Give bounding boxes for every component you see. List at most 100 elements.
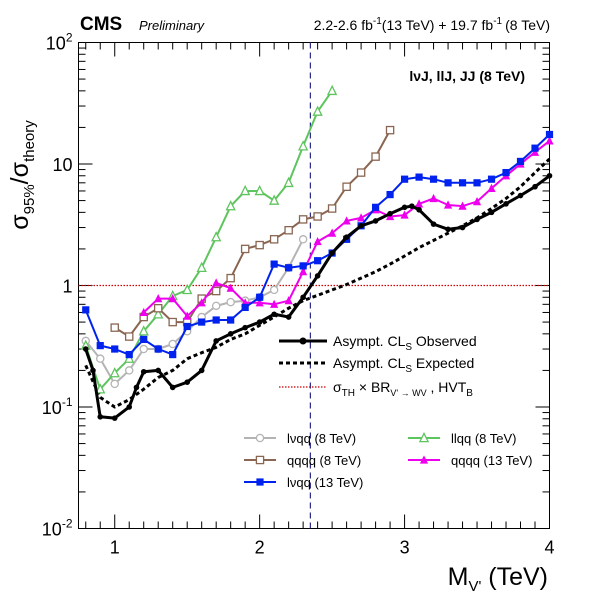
point-observed [111, 415, 118, 421]
channel-label: lνJ, llJ, JJ (8 TeV) [409, 68, 525, 84]
point-lvqq13 [314, 257, 322, 265]
point-qqqq8 [240, 244, 250, 254]
point-lvqq13 [154, 345, 162, 353]
point-qqqq8 [356, 168, 366, 177]
point-observed [227, 331, 234, 337]
point-observed [488, 209, 495, 216]
point-observed [445, 226, 451, 233]
legend-channels: lνqq (8 TeV) llqq (8 TeV) qqqq (8 TeV) q… [244, 431, 532, 490]
point-llqq8 [240, 184, 251, 196]
x-tick-label: 4 [544, 538, 554, 558]
point-observed [82, 346, 89, 352]
point-lvqq13 [125, 350, 133, 359]
y-tick-label: 1 [62, 277, 72, 297]
point-lvqq13 [227, 316, 235, 324]
point-qqqq13 [270, 299, 279, 308]
point-qqqq13 [443, 200, 453, 209]
point-qqqq13 [458, 201, 467, 210]
point-qqqq13 [168, 294, 177, 303]
point-lvqq8 [124, 366, 134, 375]
point-llqq8 [254, 184, 265, 196]
point-lvqq13 [371, 203, 380, 211]
point-observed [430, 221, 437, 227]
point-llqq8 [95, 383, 106, 394]
point-lvqq13 [545, 130, 554, 139]
series-observed [82, 172, 553, 421]
point-llqq8 [211, 231, 222, 242]
point-qqqq8 [211, 286, 221, 296]
y-tick-label: 10-2 [42, 517, 73, 540]
y-axis-title-sub2: theory [21, 120, 38, 162]
point-lvqq13 [111, 345, 119, 353]
point-observed [271, 311, 277, 318]
point-lvqq13 [516, 157, 525, 166]
point-qqqq13 [255, 298, 264, 307]
series-line-qqqq13 [143, 140, 551, 318]
series-llqq8 [80, 84, 338, 394]
point-qqqq13 [414, 199, 424, 208]
point-qqqq8 [269, 235, 279, 244]
point-qqqq8 [226, 273, 235, 283]
point-lvqq13 [169, 350, 177, 359]
axis-ticks: 1 2 3 4 10-2 10-1 1 10 102 [42, 31, 555, 558]
x-axis-title-main: M [448, 563, 469, 591]
point-lvqq13 [198, 318, 206, 326]
point-observed [474, 216, 480, 223]
lumi-13-exponent: -1 [373, 16, 382, 27]
lumi-label: 2.2-2.6 fb-1(13 TeV) + 19.7 fb-1 (8 TeV) [314, 16, 550, 33]
lumi-8-exponent: -1 [493, 16, 502, 27]
y-axis-title-sub1: 95% [21, 184, 38, 214]
point-qqqq13 [154, 294, 163, 303]
point-observed [517, 192, 524, 199]
point-observed [184, 379, 190, 385]
y-tick-label: 10 [52, 155, 72, 175]
point-observed [169, 384, 176, 391]
point-qqqq13 [545, 136, 554, 145]
point-llqq8 [109, 367, 120, 378]
point-lvqq8 [168, 339, 177, 349]
point-qqqq8 [284, 225, 293, 235]
point-llqq8 [153, 308, 164, 319]
legend-qqqq8-label: qqqq (8 TeV) [287, 453, 361, 468]
legend-llqq8-label: llqq (8 TeV) [451, 431, 517, 446]
point-observed [256, 319, 263, 325]
point-observed [387, 210, 393, 217]
point-llqq8 [326, 84, 338, 96]
y-axis-title-slash: /σ [6, 161, 34, 184]
legend-qqqq8-marker [255, 455, 265, 465]
legend-observed-marker [299, 337, 307, 345]
point-qqqq8 [168, 317, 177, 327]
series-line-llqq8 [84, 90, 333, 391]
point-qqqq8 [153, 303, 163, 313]
point-qqqq13 [357, 213, 366, 222]
point-lvqq8 [95, 354, 105, 363]
point-lvqq13 [502, 168, 510, 177]
point-lvqq13 [140, 335, 148, 344]
legend-main: Asympt. CLS Observed Asympt. CLS Expecte… [279, 333, 477, 399]
lumi-13-energy: (13 TeV) + 19.7 fb [382, 17, 494, 33]
point-llqq8 [297, 140, 309, 151]
preliminary-label: Preliminary [139, 18, 206, 33]
point-qqqq13 [472, 197, 482, 206]
point-observed [503, 201, 509, 207]
point-observed [198, 367, 205, 374]
point-qqqq8 [371, 152, 380, 161]
point-llqq8 [182, 283, 193, 295]
point-observed [401, 204, 408, 211]
point-qqqq8 [255, 240, 264, 250]
series-qqqq13 [139, 136, 554, 320]
point-lvqq13 [473, 179, 481, 187]
point-lvqq8 [110, 379, 119, 389]
legend-llqq8-marker [418, 431, 430, 443]
legend-theory-label: σTH × BRV' → WV , HVTB [333, 379, 473, 399]
lumi-8-energy: (8 TeV) [505, 17, 550, 33]
point-observed [358, 222, 364, 229]
y-axis-title-sigma: σ [6, 214, 34, 230]
point-lvqq13 [285, 264, 293, 272]
y-tick-label: 10-1 [42, 395, 73, 418]
point-observed [416, 206, 422, 213]
point-observed [459, 224, 466, 231]
legend-qqqq13-marker [419, 455, 429, 464]
x-axis-title-unit: (TeV) [481, 563, 548, 591]
